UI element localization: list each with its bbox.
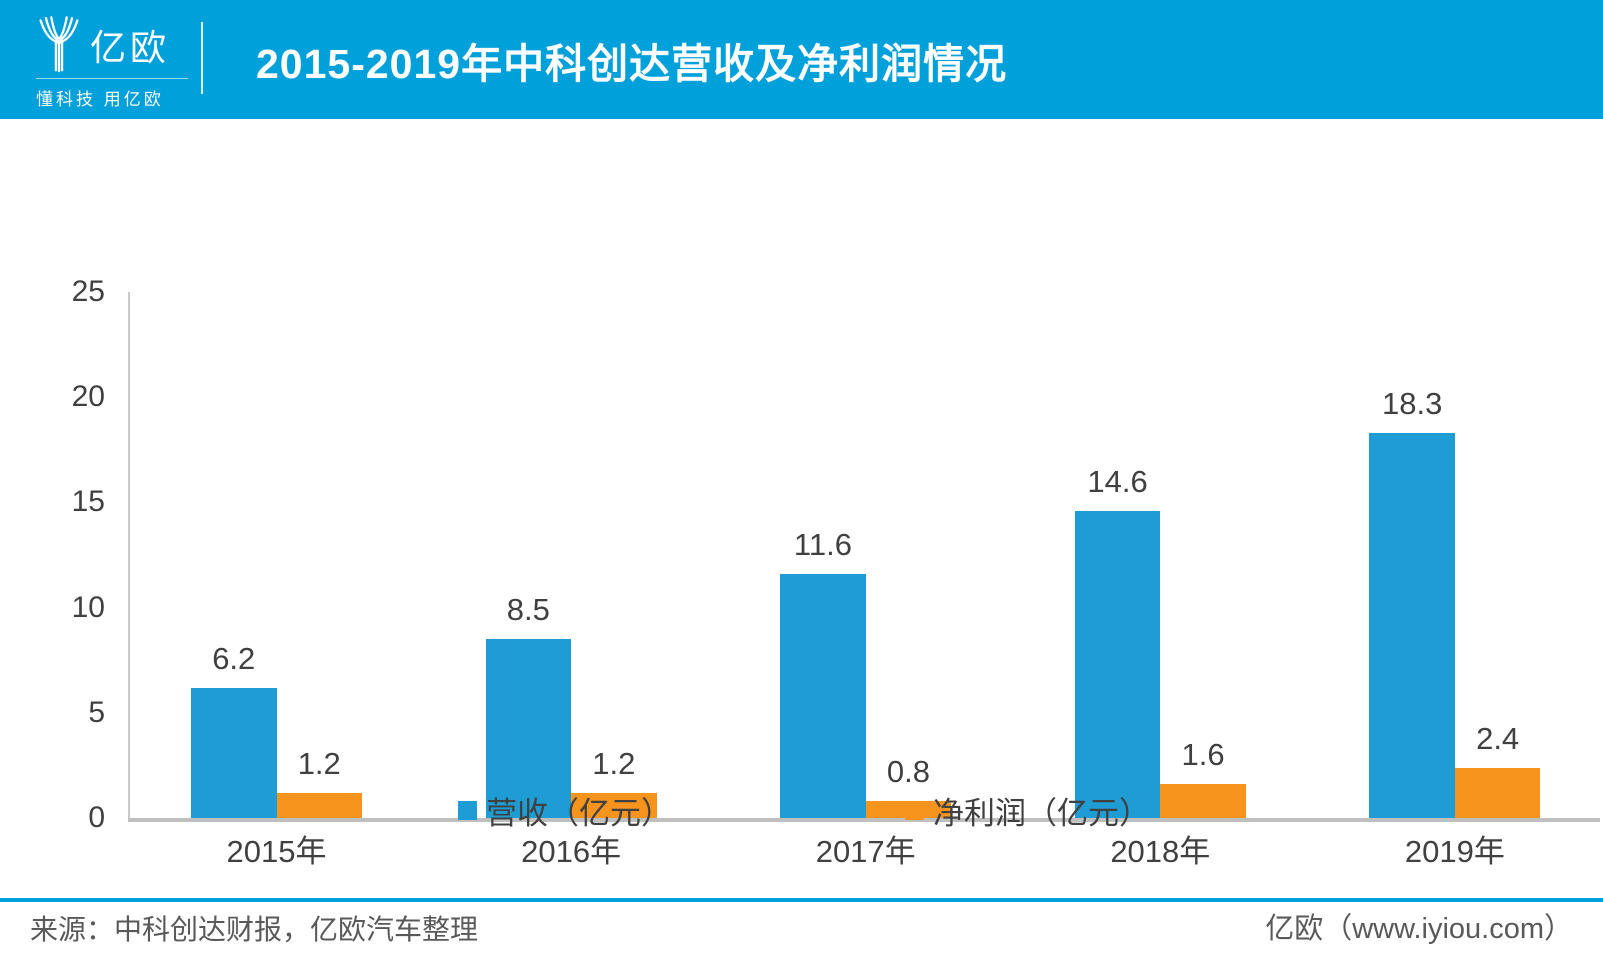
profit-value-label: 1.2 [297, 745, 341, 781]
site-credit: 亿欧（www.iyiou.com） [1265, 913, 1573, 945]
revenue-bar [191, 687, 277, 818]
x-axis-line [128, 818, 1600, 822]
iyiou-logo: 亿欧 懂科技 用亿欧 [36, 14, 196, 110]
footer-divider-line [0, 898, 1603, 902]
brand-tagline: 懂科技 用亿欧 [36, 90, 164, 109]
x-axis-tick-label: 2018年 [1110, 834, 1211, 869]
x-axis-tick-label: 2019年 [1404, 834, 1505, 869]
y-axis-tick-label: 15 [71, 485, 105, 519]
header-banner: 亿欧 懂科技 用亿欧 2015-2019年中科创达营收及净利润情况 [0, 0, 1603, 119]
chart-title: 2015-2019年中科创达营收及净利润情况 [256, 40, 1008, 87]
source-note: 来源：中科创达财报，亿欧汽车整理 [30, 914, 479, 945]
revenue-bar [780, 573, 866, 818]
profit-value-label: 2.4 [1476, 720, 1520, 756]
profit-bar [1160, 784, 1246, 818]
profit-bar [571, 792, 657, 818]
revenue-value-label: 6.2 [212, 640, 256, 676]
y-axis-tick-label: 25 [71, 275, 105, 308]
iyiou-logo-icon [39, 16, 79, 73]
y-axis-tick-label: 10 [71, 590, 105, 624]
profit-legend-swatch-icon [905, 801, 924, 820]
profit-value-label: 1.6 [1181, 737, 1225, 773]
x-axis-tick-label: 2016年 [521, 834, 622, 869]
revenue-value-label: 14.6 [1087, 463, 1148, 499]
revenue-bar [1369, 432, 1455, 818]
bar-chart: 0 5 10 15 20 25 6.2 1.2 2015年 8.5 1.2 2016年 11.6 0.8 2… [0, 119, 1603, 879]
legend-item-revenue: 营收（亿元） [458, 788, 672, 833]
brand-name: 亿欧 [90, 27, 171, 68]
profit-value-label: 1.2 [592, 745, 636, 781]
revenue-bar [1074, 510, 1161, 818]
legend-label-revenue: 营收（亿元） [486, 796, 672, 831]
revenue-value-label: 8.5 [506, 592, 550, 628]
profit-value-label: 0.8 [886, 754, 930, 790]
x-axis-tick-label: 2017年 [815, 834, 916, 869]
revenue-legend-swatch-icon [458, 801, 477, 820]
revenue-value-label: 18.3 [1381, 385, 1443, 421]
revenue-bar [485, 639, 572, 818]
x-axis-tick-label: 2015年 [226, 834, 327, 869]
y-axis-tick-label: 5 [88, 695, 105, 729]
revenue-value-label: 11.6 [793, 526, 852, 562]
legend-item-profit: 净利润（亿元） [905, 788, 1150, 833]
y-axis-line [128, 292, 130, 819]
logo-divider [36, 78, 188, 79]
legend-label-profit: 净利润（亿元） [933, 796, 1150, 831]
profit-bar [1454, 767, 1541, 818]
y-axis-tick-label: 20 [71, 380, 105, 414]
profit-bar [276, 792, 362, 818]
header-vertical-divider [201, 22, 203, 94]
y-axis-tick-label: 0 [88, 801, 105, 834]
